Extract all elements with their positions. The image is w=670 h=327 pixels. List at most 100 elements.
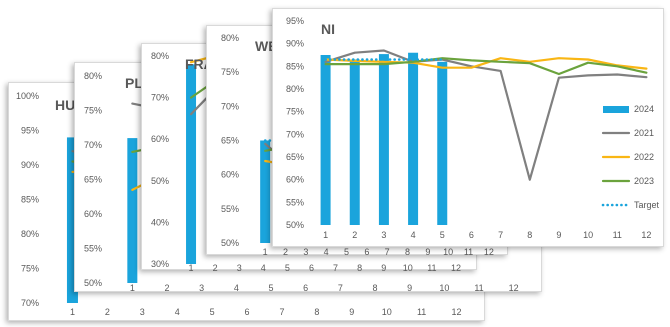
x-tick-label-ni: 8 (527, 230, 532, 240)
y-tick-label-pl: 65% (84, 175, 102, 185)
y-tick-label-fra: 70% (151, 93, 169, 103)
x-tick-label-hu: 9 (349, 307, 354, 317)
legend-label-2021: 2021 (634, 128, 654, 138)
legend-label-2022: 2022 (634, 152, 654, 162)
x-tick-label-hu: 11 (417, 307, 426, 317)
y-tick-label-fra: 40% (151, 217, 169, 227)
chart-title-we: WE (255, 38, 278, 54)
x-tick-label-we: 9 (425, 247, 430, 257)
y-tick-label-hu: 70% (21, 298, 39, 308)
x-tick-label-pl: 7 (338, 283, 343, 293)
y-tick-label-we: 80% (221, 33, 239, 43)
x-tick-label-pl: 10 (439, 283, 449, 293)
chart-title-pl: PL (125, 75, 143, 91)
x-tick-label-pl: 8 (372, 283, 377, 293)
x-tick-label-we: 7 (385, 247, 390, 257)
x-tick-label-we: 8 (405, 247, 410, 257)
x-tick-label-fra: 11 (427, 263, 436, 273)
chart-ni: 50% 55% 60% 65% 70% 75% 80% 85% 90% 95% 1 2 3 4 5 6 7 8 9 1… (272, 8, 664, 247)
bar-ni-2024 (349, 59, 360, 226)
y-tick-label-we: 70% (221, 101, 239, 111)
y-tick-label-ni: 50% (286, 220, 304, 230)
x-tick-label-hu: 10 (382, 307, 392, 317)
x-tick-label-fra: 10 (403, 263, 413, 273)
y-tick-label-fra: 60% (151, 134, 169, 144)
x-tick-label-hu: 4 (175, 307, 180, 317)
bar-ni-2024 (408, 52, 419, 225)
y-tick-label-pl: 55% (84, 244, 102, 254)
x-tick-label-pl: 5 (268, 283, 273, 293)
chart-title-hu: HU (55, 97, 76, 113)
bar-hu-2024 (66, 137, 78, 303)
series-line-ni-2021 (324, 49, 648, 181)
bar-ni-2024 (437, 61, 448, 225)
bar-pl-2024 (127, 138, 138, 283)
x-tick-label-we: 10 (443, 247, 453, 257)
x-tick-label-we: 11 (464, 247, 473, 257)
y-tick-label-pl: 60% (84, 209, 102, 219)
y-tick-label-hu: 100% (16, 91, 39, 101)
x-tick-label-we: 2 (283, 247, 288, 257)
y-tick-label-ni: 85% (286, 61, 304, 71)
y-tick-label-hu: 90% (21, 160, 39, 170)
bar-ni-2024 (378, 54, 389, 225)
y-tick-label-ni: 60% (286, 175, 304, 185)
y-tick-label-hu: 80% (21, 229, 39, 239)
x-tick-label-fra: 12 (451, 263, 461, 273)
x-tick-label-pl: 6 (303, 283, 308, 293)
x-tick-label-hu: 8 (314, 307, 319, 317)
plot-pl: 50%55%60%65%70%75%80%1 2 3 4 5 6 7 8 9 10 11 12 (84, 71, 519, 293)
x-tick-label-ni: 5 (440, 230, 445, 240)
x-tick-label-hu: 6 (245, 307, 250, 317)
x-tick-label-we: 3 (303, 247, 308, 257)
y-tick-label-hu: 85% (21, 195, 39, 205)
bar-we-2024 (260, 140, 271, 243)
y-tick-label-ni: 55% (286, 197, 304, 207)
y-tick-label-ni: 90% (286, 39, 304, 49)
x-tick-label-fra: 7 (333, 263, 338, 273)
y-tick-label-ni: 70% (286, 129, 304, 139)
y-tick-label-fra: 80% (151, 51, 169, 61)
x-tick-label-fra: 5 (285, 263, 290, 273)
x-tick-label-we: 4 (324, 247, 329, 257)
bar-ni-2024 (320, 55, 331, 225)
plot-ni: 50%55%60%65%70%75%80%85%90%95%1 2 3 4 5 6 7 8 9 1… (286, 16, 660, 240)
y-tick-label-ni: 80% (286, 84, 304, 94)
x-tick-label-fra: 9 (381, 263, 386, 273)
y-tick-label-pl: 70% (84, 140, 102, 150)
x-tick-label-pl: 3 (199, 283, 204, 293)
x-tick-label-pl: 2 (164, 283, 169, 293)
x-tick-label-ni: 7 (498, 230, 503, 240)
y-tick-label-ni: 65% (286, 152, 304, 162)
y-tick-label-we: 55% (221, 204, 239, 214)
y-tick-label-we: 75% (221, 67, 239, 77)
y-tick-label-we: 65% (221, 136, 239, 146)
y-tick-label-fra: 30% (151, 259, 169, 269)
x-tick-label-pl: 9 (407, 283, 412, 293)
x-tick-label-pl: 4 (234, 283, 239, 293)
y-tick-label-pl: 80% (84, 71, 102, 81)
x-tick-label-ni: 4 (411, 230, 416, 240)
y-tick-label-fra: 50% (151, 176, 169, 186)
y-tick-label-we: 60% (221, 170, 239, 180)
x-tick-label-we: 5 (344, 247, 349, 257)
legend-label-Target: Target (634, 200, 660, 210)
x-tick-label-ni: 3 (381, 230, 386, 240)
x-tick-label-ni: 9 (556, 230, 561, 240)
x-tick-label-ni: 2 (352, 230, 357, 240)
x-tick-label-ni: 12 (641, 230, 651, 240)
x-tick-label-fra: 3 (237, 263, 242, 273)
x-tick-label-ni: 1 (323, 230, 328, 240)
x-tick-label-ni: 6 (469, 230, 474, 240)
x-tick-label-ni: 10 (583, 230, 593, 240)
y-tick-label-hu: 75% (21, 264, 39, 274)
series-line-ni-2022 (324, 57, 648, 70)
x-tick-label-pl: 1 (130, 283, 135, 293)
y-tick-label-ni: 75% (286, 107, 304, 117)
x-tick-label-fra: 8 (357, 263, 362, 273)
y-tick-label-hu: 95% (21, 126, 39, 136)
x-tick-label-fra: 4 (261, 263, 266, 273)
legend-label-2023: 2023 (634, 176, 654, 186)
legend-label-2024: 2024 (634, 104, 654, 114)
x-tick-label-we: 6 (364, 247, 369, 257)
